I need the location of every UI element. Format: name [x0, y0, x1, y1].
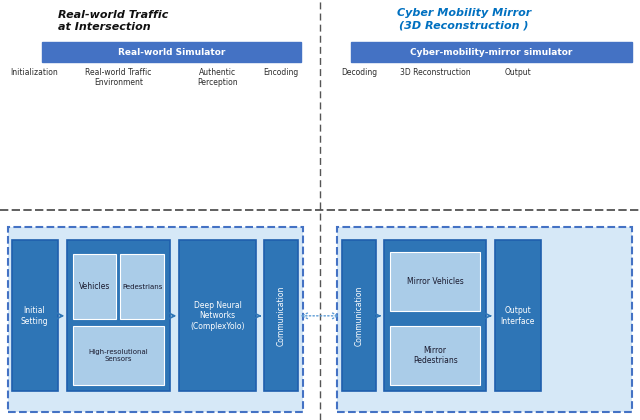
Bar — [73, 254, 116, 319]
Text: Real-world Simulator: Real-world Simulator — [118, 47, 225, 57]
Text: Output: Output — [504, 68, 531, 77]
Text: Decoding: Decoding — [341, 68, 377, 77]
Text: Pedestrians: Pedestrians — [122, 284, 163, 290]
Bar — [495, 240, 541, 391]
Bar — [384, 240, 486, 391]
Text: Encoding: Encoding — [263, 68, 299, 77]
Text: Real-world Traffic
at Intersection: Real-world Traffic at Intersection — [58, 10, 168, 32]
Text: Authentic
Perception: Authentic Perception — [197, 68, 238, 87]
Text: Initialization: Initialization — [11, 68, 58, 77]
Text: Output
Interface: Output Interface — [500, 306, 535, 326]
Bar — [351, 42, 632, 62]
Text: Cyber-mobility-mirror simulator: Cyber-mobility-mirror simulator — [410, 47, 573, 57]
Bar — [264, 240, 298, 391]
Text: Mirror Vehicles: Mirror Vehicles — [407, 277, 463, 286]
Text: Communication: Communication — [355, 286, 364, 346]
Bar — [120, 254, 164, 319]
Text: Communication: Communication — [276, 286, 285, 346]
Bar — [0, 0, 640, 210]
Text: Cyber Mobility Mirror
(3D Reconstruction ): Cyber Mobility Mirror (3D Reconstruction… — [397, 8, 531, 30]
Bar — [42, 42, 301, 62]
Text: Deep Neural
Networks
(ComplexYolo): Deep Neural Networks (ComplexYolo) — [190, 301, 245, 331]
Bar — [8, 227, 303, 412]
Bar — [342, 240, 376, 391]
Bar — [337, 227, 632, 412]
Text: Mirror
Pedestrians: Mirror Pedestrians — [413, 346, 458, 365]
Text: High-resolutional
Sensors: High-resolutional Sensors — [88, 349, 148, 362]
Bar — [67, 240, 170, 391]
Bar — [390, 326, 480, 385]
Bar — [179, 240, 256, 391]
Bar — [73, 326, 164, 385]
Text: Vehicles: Vehicles — [79, 282, 111, 291]
Text: Real-world Traffic
Environment: Real-world Traffic Environment — [85, 68, 152, 87]
Text: Initial
Setting: Initial Setting — [20, 306, 49, 326]
Bar — [390, 252, 480, 311]
Bar — [12, 240, 58, 391]
Text: 3D Reconstruction: 3D Reconstruction — [400, 68, 470, 77]
